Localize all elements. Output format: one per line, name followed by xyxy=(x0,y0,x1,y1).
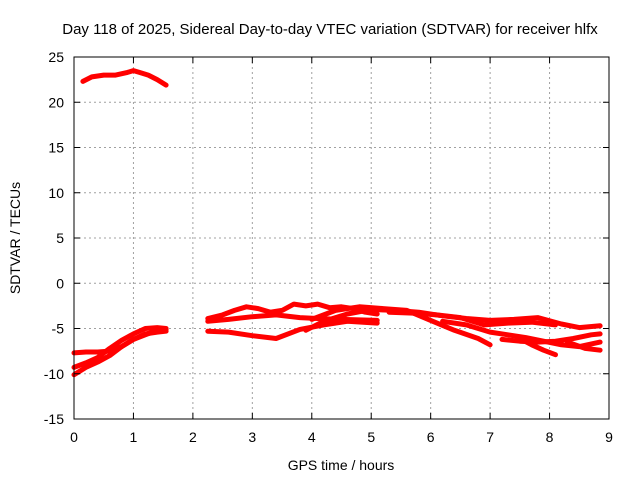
series-line-14 xyxy=(564,339,603,353)
y-tick-label: 20 xyxy=(48,94,64,110)
series-line-7 xyxy=(205,312,380,324)
axis-ticks: 0 1 2 3 4 5 6 7 8 9 -15 -10 -5 0 5 10 15 20 25 xyxy=(44,49,613,445)
series-line-13 xyxy=(517,336,558,358)
x-tick-label: 0 xyxy=(70,429,78,445)
y-tick-label: 15 xyxy=(48,140,64,156)
x-tick-label: 7 xyxy=(486,429,494,445)
x-tick-label: 3 xyxy=(248,429,256,445)
y-tick-label: 0 xyxy=(56,275,64,291)
series-line-1 xyxy=(80,68,169,88)
x-tick-label: 1 xyxy=(130,429,138,445)
series-line-3 xyxy=(71,325,169,370)
y-tick-label: -5 xyxy=(52,321,65,337)
y-axis-label: SDTVAR / TECUs xyxy=(7,182,23,294)
series-line-4 xyxy=(71,328,169,356)
x-tick-label: 4 xyxy=(308,429,316,445)
data-series xyxy=(71,68,603,378)
y-tick-label: -15 xyxy=(44,411,64,427)
x-tick-label: 5 xyxy=(367,429,375,445)
series-line-10 xyxy=(386,309,558,328)
y-tick-label: -10 xyxy=(44,366,64,382)
series-line-6 xyxy=(205,318,380,341)
x-axis-label: GPS time / hours xyxy=(288,457,395,473)
x-tick-label: 6 xyxy=(427,429,435,445)
y-tick-label: 10 xyxy=(48,185,64,201)
x-tick-label: 8 xyxy=(546,429,554,445)
y-tick-label: 5 xyxy=(56,230,64,246)
grid-lines xyxy=(74,57,609,419)
chart-title: Day 118 of 2025, Sidereal Day-to-day VTE… xyxy=(62,21,598,38)
x-tick-label: 9 xyxy=(605,429,613,445)
y-tick-label: 25 xyxy=(48,49,64,65)
x-tick-label: 2 xyxy=(189,429,197,445)
